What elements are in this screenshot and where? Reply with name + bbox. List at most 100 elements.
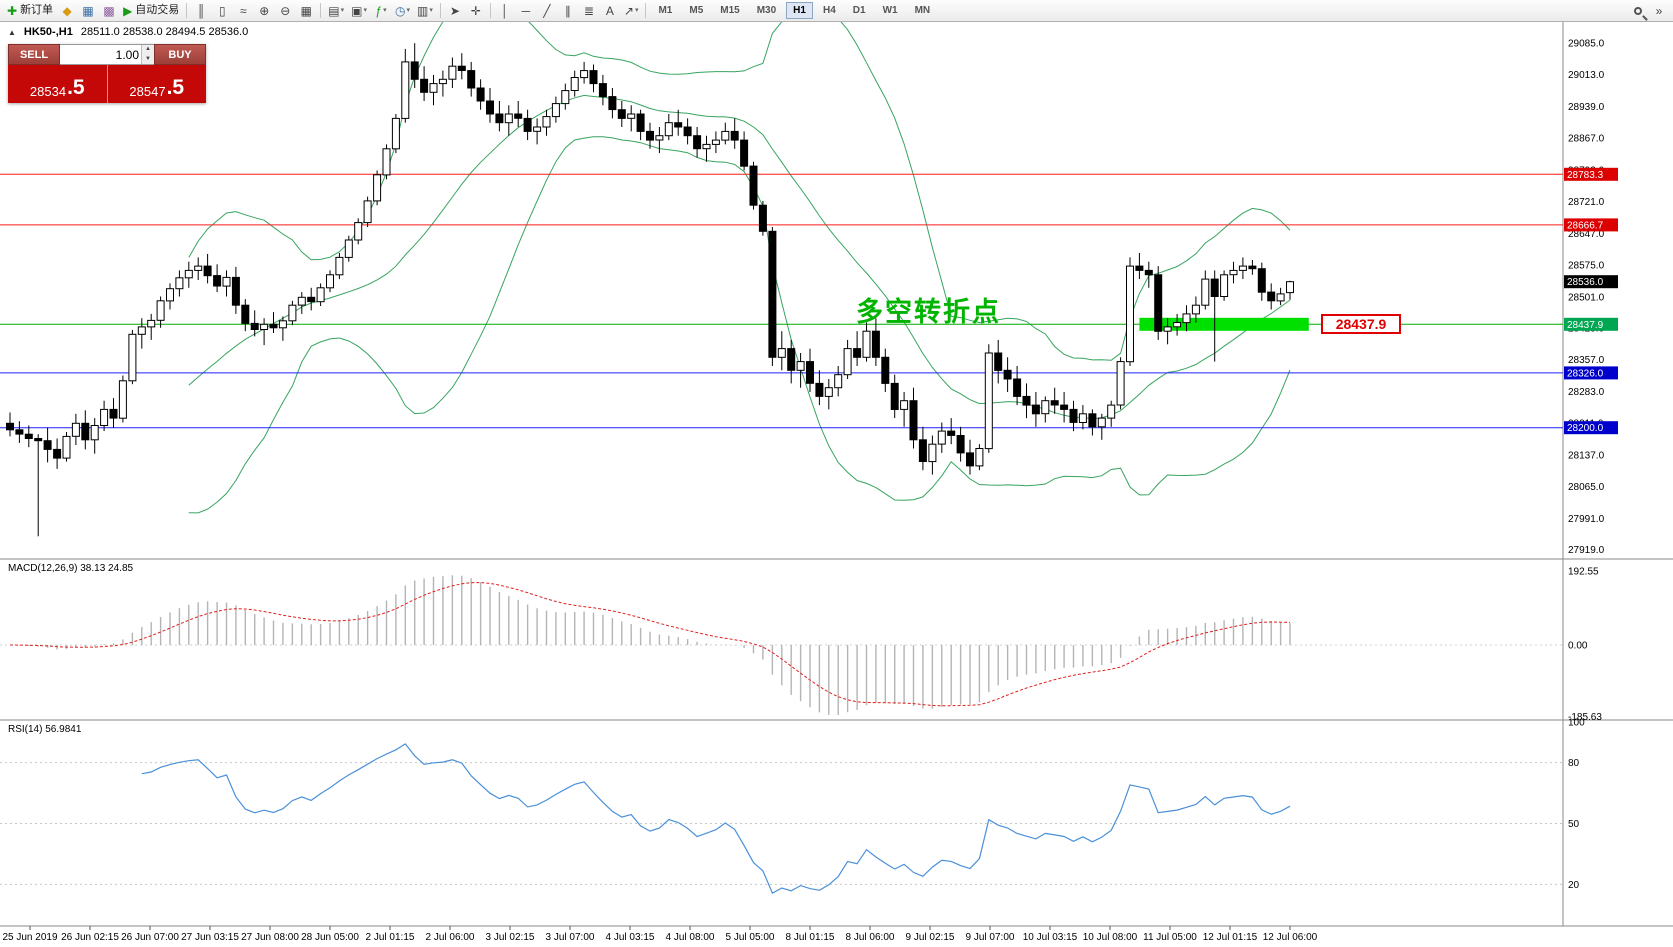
search-icon[interactable] <box>1628 2 1648 20</box>
svg-text:50: 50 <box>1568 819 1580 830</box>
autotrading-button[interactable]: ▶ 自动交易 <box>123 3 180 18</box>
highlight-rectangle[interactable] <box>1139 317 1309 331</box>
timeframe-button-m15[interactable]: M15 <box>720 5 740 16</box>
new-order-button[interactable]: ✚ 新订单 <box>7 3 54 18</box>
toolbar-separator <box>439 3 441 18</box>
timeframe-button-m30[interactable]: M30 <box>756 5 777 16</box>
svg-text:28647.0: 28647.0 <box>1568 229 1605 240</box>
zoom-out-icon[interactable]: ⊖ <box>280 3 291 18</box>
chart-area[interactable]: 29085.029013.028939.028867.028793.028721… <box>0 22 1673 947</box>
axis-badge-28783.3: 28783.3 <box>1564 167 1618 181</box>
timeframe-button-h4[interactable]: H4 <box>822 5 836 16</box>
chart-header: ▲ HK50-,H1 28511.0 28538.0 28494.5 28536… <box>8 26 248 38</box>
svg-text:10 Jul 08:00: 10 Jul 08:00 <box>1083 932 1138 943</box>
svg-text:25 Jun 2019: 25 Jun 2019 <box>2 932 57 943</box>
rsi-line <box>141 743 1291 894</box>
timeframe-button-mn[interactable]: MN <box>914 5 931 16</box>
axis-badge-28200.0: 28200.0 <box>1564 421 1618 435</box>
trendline-icon[interactable]: ╱ <box>543 3 551 18</box>
profiles-dropdown[interactable]: ▣ ▾ <box>351 3 368 18</box>
svg-text:28721.0: 28721.0 <box>1568 197 1605 208</box>
timeframe-button-w1[interactable]: W1 <box>882 5 898 16</box>
volume-decrease-button[interactable]: ▼ <box>142 54 154 64</box>
sell-button[interactable]: SELL <box>8 44 60 65</box>
zoom-in-icon[interactable]: ⊕ <box>259 3 270 18</box>
svg-text:100: 100 <box>1568 718 1585 729</box>
line-chart-icon[interactable]: ≈ <box>240 3 247 18</box>
vertical-line-icon[interactable]: │ <box>501 3 509 18</box>
toolbar-separator <box>186 3 188 18</box>
price-axis: 29085.029013.028939.028867.028793.028721… <box>1568 39 1605 557</box>
macd-label: MACD(12,26,9) 38.13 24.85 <box>8 563 134 574</box>
horizontal-line-icon[interactable]: ─ <box>521 3 531 18</box>
one-click-collapse-icon[interactable]: ▲ <box>8 27 16 37</box>
svg-text:28200.0: 28200.0 <box>1567 423 1604 434</box>
svg-text:27 Jun 08:00: 27 Jun 08:00 <box>241 932 299 943</box>
horizontal-lines[interactable] <box>0 173 1563 429</box>
annotation-text: 多空转折点 <box>856 297 1001 327</box>
svg-text:28283.0: 28283.0 <box>1568 387 1605 398</box>
timeframe-button-m5[interactable]: M5 <box>689 5 704 16</box>
one-click-trading-widget: SELL ▲ ▼ BUY 28534.5 28547.5 <box>8 44 206 103</box>
crosshair-icon[interactable]: ✛ <box>470 3 481 18</box>
tile-windows-icon[interactable]: ▦ <box>300 3 312 18</box>
volume-increase-button[interactable]: ▲ <box>142 45 154 55</box>
channel-icon[interactable]: ∥ <box>564 3 571 18</box>
svg-text:27919.0: 27919.0 <box>1568 545 1605 556</box>
svg-text:26 Jun 02:15: 26 Jun 02:15 <box>61 932 119 943</box>
svg-text:26 Jun 07:00: 26 Jun 07:00 <box>121 932 179 943</box>
svg-text:28357.0: 28357.0 <box>1568 355 1605 366</box>
toolbar-separator <box>645 3 647 18</box>
svg-text:29085.0: 29085.0 <box>1568 39 1605 50</box>
svg-text:2 Jul 01:15: 2 Jul 01:15 <box>366 932 415 943</box>
buy-button[interactable]: BUY <box>154 44 206 65</box>
timeframe-button-m1[interactable]: M1 <box>658 5 673 16</box>
text-icon[interactable]: A <box>605 3 614 18</box>
sell-price[interactable]: 28534.5 <box>8 65 108 103</box>
svg-text:28666.7: 28666.7 <box>1567 220 1604 231</box>
svg-text:10 Jul 03:15: 10 Jul 03:15 <box>1023 932 1078 943</box>
toolbar-overflow-icon[interactable]: » <box>1655 3 1663 18</box>
rsi-levels: 100 80 50 20 <box>0 718 1585 891</box>
add-indicator-dropdown[interactable]: ƒ ▾ <box>375 3 387 18</box>
svg-text:2 Jul 06:00: 2 Jul 06:00 <box>426 932 475 943</box>
template-dropdown[interactable]: ▥ ▾ <box>417 3 433 18</box>
arrow-tool-dropdown[interactable]: ↗ ▾ <box>623 3 639 18</box>
bar-chart-icon[interactable]: ║ <box>197 3 206 18</box>
timeframe-button-d1[interactable]: D1 <box>852 5 866 16</box>
svg-text:80: 80 <box>1568 758 1580 769</box>
current-price-badge: 28536.0 <box>1564 275 1618 289</box>
volume-input[interactable] <box>60 45 141 64</box>
svg-text:28137.0: 28137.0 <box>1568 451 1605 462</box>
timeframe-button-h1[interactable]: H1 <box>786 2 813 19</box>
svg-text:28783.3: 28783.3 <box>1567 170 1604 181</box>
svg-text:5 Jul 05:00: 5 Jul 05:00 <box>726 932 775 943</box>
svg-text:28065.0: 28065.0 <box>1568 482 1605 493</box>
svg-text:28501.0: 28501.0 <box>1568 292 1605 303</box>
svg-text:12 Jul 06:00: 12 Jul 06:00 <box>1263 932 1318 943</box>
candles-layer[interactable] <box>6 43 1294 537</box>
profiles-icon[interactable]: ◆ <box>62 3 72 18</box>
fibonacci-icon[interactable]: ≣ <box>583 3 594 18</box>
buy-price[interactable]: 28547.5 <box>129 76 185 99</box>
panel-dividers <box>0 22 1673 927</box>
time-axis[interactable]: 25 Jun 2019 26 Jun 02:15 26 Jun 07:00 27 Ju… <box>2 926 1318 943</box>
svg-text:20: 20 <box>1568 880 1580 891</box>
market-watch-icon[interactable]: ▦ <box>82 3 94 18</box>
svg-text:4 Jul 03:15: 4 Jul 03:15 <box>606 932 655 943</box>
macd-axis: 192.55 0.00 -185.63 <box>1568 567 1602 723</box>
svg-text:28326.0: 28326.0 <box>1567 368 1604 379</box>
candlestick-chart-icon[interactable]: ▯ <box>218 3 226 18</box>
svg-text:28437.9: 28437.9 <box>1567 320 1604 331</box>
period-dropdown[interactable]: ◷ ▾ <box>395 3 411 18</box>
price-label-box[interactable]: 28437.9 <box>1321 314 1401 334</box>
svg-text:192.55: 192.55 <box>1568 567 1599 578</box>
price-badges: 28783.3 28666.7 28437.9 28326.0 28200.0 28536… <box>1564 167 1618 435</box>
navigator-icon[interactable]: ▩ <box>103 3 115 18</box>
symbol-period-label: HK50-,H1 <box>23 26 73 38</box>
svg-text:4 Jul 08:00: 4 Jul 08:00 <box>666 932 715 943</box>
bollinger-middle-band <box>188 94 1291 420</box>
cursor-icon[interactable]: ➤ <box>449 3 460 18</box>
new-chart-dropdown[interactable]: ▤ ▾ <box>328 3 345 18</box>
bollinger-lower-band <box>188 136 1291 514</box>
